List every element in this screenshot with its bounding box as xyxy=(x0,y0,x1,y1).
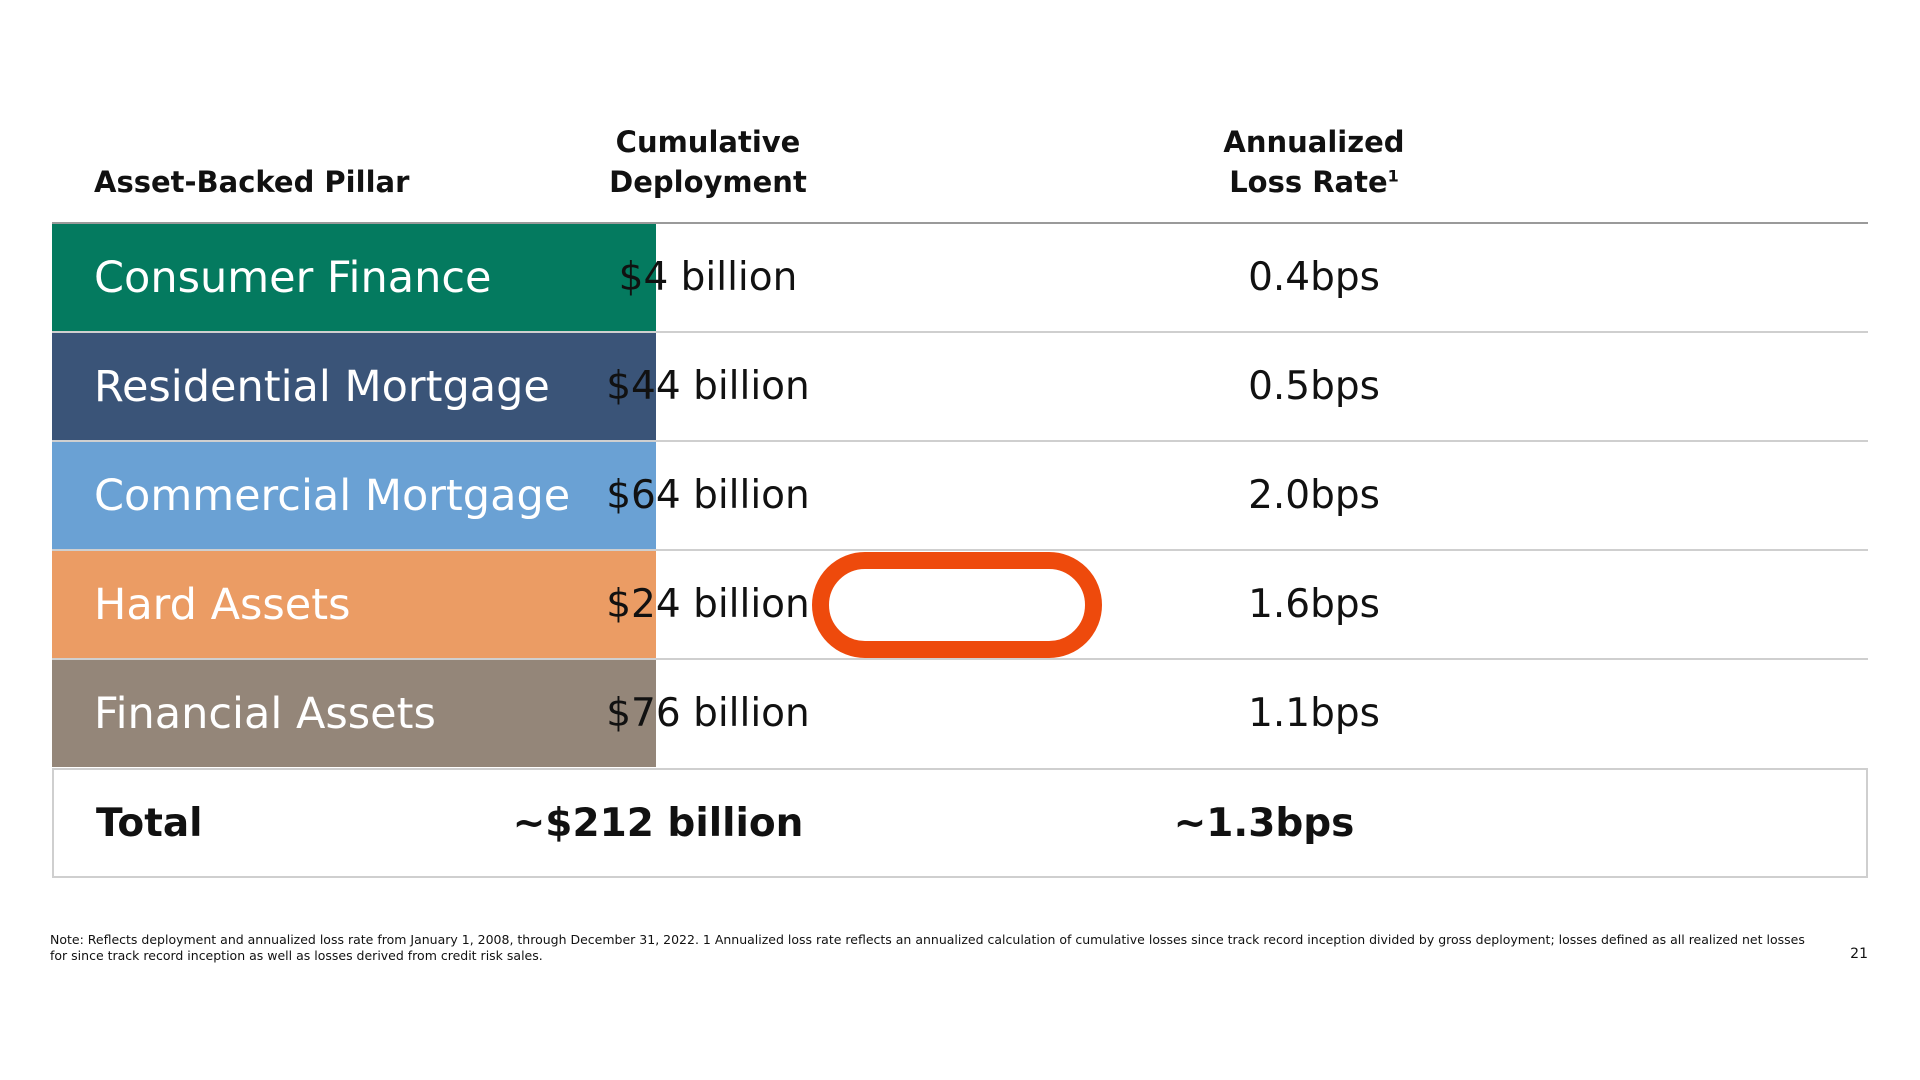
deployment-value: $64 billion xyxy=(606,473,810,518)
table-row: Hard Assets $24 billion 1.6bps xyxy=(52,551,1868,660)
header-loss-line2: Loss Rate xyxy=(1229,165,1388,199)
loss-rate-value: 2.0bps xyxy=(1248,473,1380,518)
pillar-cell-commercial-mortgage: Commercial Mortgage xyxy=(52,442,656,549)
table-row: Financial Assets $76 billion 1.1bps xyxy=(52,660,1868,769)
footnote-marker: 1 xyxy=(1387,166,1399,186)
header-loss-line1: Annualized xyxy=(1223,125,1405,159)
deployment-value: $44 billion xyxy=(606,364,810,409)
total-loss-rate-value: ~1.3bps xyxy=(1173,800,1355,846)
footnote: Note: Reflects deployment and annualized… xyxy=(50,932,1805,963)
header-deployment-line1: Cumulative xyxy=(615,125,801,159)
pillar-label: Financial Assets xyxy=(94,688,436,739)
pillar-label: Commercial Mortgage xyxy=(94,470,571,521)
table-header: Asset-Backed Pillar Cumulative Deploymen… xyxy=(52,120,1868,222)
pillar-cell-hard-assets: Hard Assets xyxy=(52,551,656,658)
pillar-cell-consumer-finance: Consumer Finance xyxy=(52,224,656,331)
deployment-value: $4 billion xyxy=(618,255,798,300)
total-deployment-value: ~$212 billion xyxy=(512,800,804,846)
header-deployment-line2: Deployment xyxy=(609,165,807,199)
header-divider xyxy=(52,222,1868,224)
pillar-label: Consumer Finance xyxy=(94,252,492,303)
loss-rate-value: 0.4bps xyxy=(1248,255,1380,300)
pillar-table: Consumer Finance $4 billion 0.4bps Resid… xyxy=(52,224,1868,769)
pillar-label: Hard Assets xyxy=(94,579,351,630)
table-row: Residential Mortgage $44 billion 0.5bps xyxy=(52,333,1868,442)
total-row: Total ~$212 billion ~1.3bps xyxy=(52,768,1868,878)
header-cumulative-deployment: Cumulative Deployment xyxy=(408,122,1008,202)
pillar-cell-financial-assets: Financial Assets xyxy=(52,660,656,767)
deployment-value: $76 billion xyxy=(606,691,810,736)
header-annualized-loss-rate: Annualized Loss Rate1 xyxy=(1014,122,1614,202)
pillar-label: Residential Mortgage xyxy=(94,361,550,412)
pillar-cell-residential-mortgage: Residential Mortgage xyxy=(52,333,656,440)
table-row: Commercial Mortgage $64 billion 2.0bps xyxy=(52,442,1868,551)
page-number: 21 xyxy=(1850,946,1868,962)
table-row: Consumer Finance $4 billion 0.4bps xyxy=(52,224,1868,333)
header-asset-backed-pillar: Asset-Backed Pillar xyxy=(94,165,410,199)
deployment-value: $24 billion xyxy=(606,582,810,627)
loss-rate-value: 0.5bps xyxy=(1248,364,1380,409)
loss-rate-value: 1.1bps xyxy=(1248,691,1380,736)
loss-rate-value: 1.6bps xyxy=(1248,582,1380,627)
total-label: Total xyxy=(96,800,203,846)
